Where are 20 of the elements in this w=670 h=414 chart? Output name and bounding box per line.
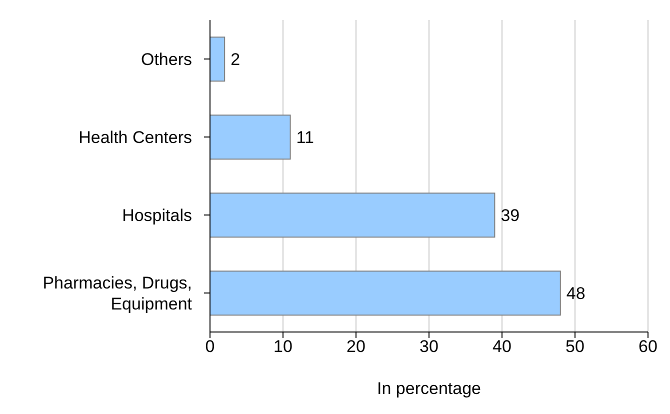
bar (210, 114, 291, 160)
x-tick-label: 50 (566, 337, 584, 356)
bar (210, 270, 561, 316)
data-label: 2 (230, 50, 240, 70)
y-tick-label: Pharmacies, Drugs, Equipment (42, 273, 192, 313)
bar (210, 36, 226, 82)
x-tick-label: 40 (492, 337, 512, 356)
bar (210, 192, 496, 238)
y-tick-label: Health Centers (78, 128, 192, 146)
y-tick-label: Others (140, 50, 192, 68)
x-tick-label: 0 (205, 337, 215, 356)
x-tick-label: 30 (420, 337, 438, 356)
y-tick-label: Hospitals (122, 206, 192, 224)
x-tick-label: 20 (346, 337, 366, 356)
x-axis-title: In percentage (377, 379, 481, 398)
data-label: 48 (566, 284, 586, 304)
x-tick-label: 10 (274, 337, 292, 356)
data-label: 39 (500, 206, 520, 226)
data-label: 11 (296, 128, 314, 148)
x-tick-label: 60 (638, 337, 658, 356)
